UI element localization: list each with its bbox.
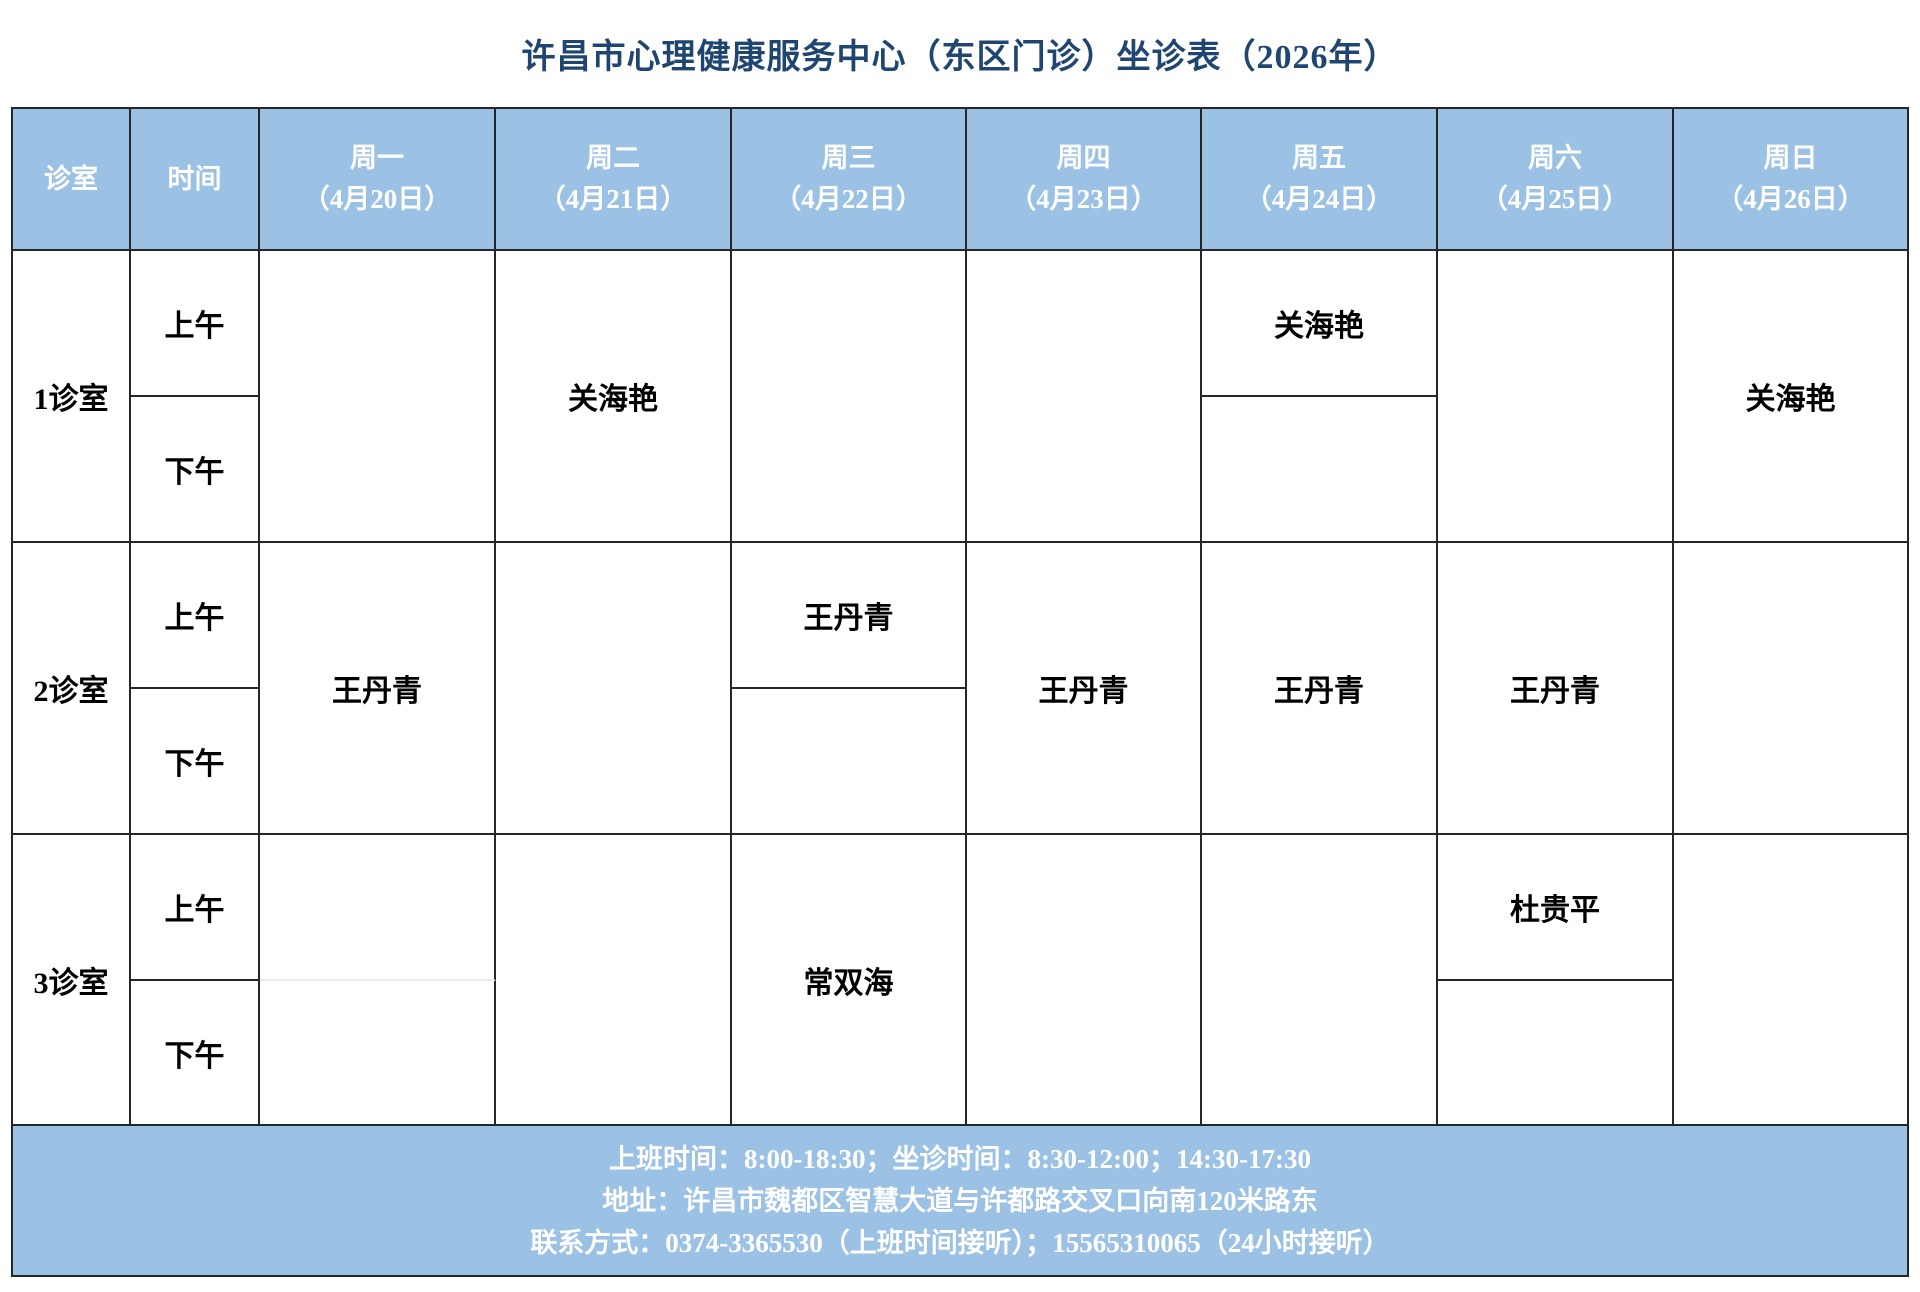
date-label: （4月20日）: [302, 184, 452, 214]
room-label-1: 1诊室: [13, 251, 131, 543]
header-time: 时间: [131, 109, 260, 251]
time-pm-room2: 下午: [131, 689, 260, 835]
cell-room1-tue: 关海艳: [496, 251, 732, 543]
header-day-sun: 周日 （4月26日）: [1674, 109, 1907, 251]
cell-room1-mon: [260, 251, 496, 543]
cell-room2-wed-pm: [732, 689, 967, 835]
weekday-label: 周四: [1056, 143, 1111, 173]
footer-contact: 联系方式：0374-3365530（上班时间接听）；15565310065（24…: [530, 1227, 1390, 1258]
schedule-grid: 诊室 时间 周一 （4月20日） 周二 （4月21日） 周三 （4月22日） 周…: [13, 109, 1907, 1126]
date-label: （4月24日）: [1244, 184, 1394, 214]
cell-room3-wed: 常双海: [732, 835, 967, 1126]
title-bar: 许昌市心理健康服务中心（东区门诊）坐诊表（2026年）: [0, 0, 1920, 107]
weekday-label: 周一: [350, 143, 404, 173]
cell-room2-sun: [1674, 543, 1907, 835]
cell-room1-fri-pm: [1202, 397, 1438, 543]
cell-room1-sun: 关海艳: [1674, 251, 1907, 543]
header-day-sat: 周六 （4月25日）: [1438, 109, 1674, 251]
time-am-room1: 上午: [131, 251, 260, 397]
weekday-label: 周二: [586, 143, 640, 173]
time-am-room3: 上午: [131, 835, 260, 981]
header-day-mon: 周一 （4月20日）: [260, 109, 496, 251]
weekday-label: 周日: [1763, 143, 1818, 173]
cell-room3-fri: [1202, 835, 1438, 1126]
cell-room2-sat: 王丹青: [1438, 543, 1674, 835]
cell-room3-thu: [967, 835, 1202, 1126]
date-label: （4月26日）: [1716, 184, 1865, 214]
schedule-table: 诊室 时间 周一 （4月20日） 周二 （4月21日） 周三 （4月22日） 周…: [11, 107, 1909, 1277]
cell-room1-thu: [967, 251, 1202, 543]
footer-working-hours: 上班时间：8:00-18:30；坐诊时间：8:30-12:00；14:30-17…: [609, 1143, 1311, 1174]
footer-info: 上班时间：8:00-18:30；坐诊时间：8:30-12:00；14:30-17…: [13, 1126, 1907, 1275]
date-label: （4月25日）: [1480, 184, 1630, 214]
room-label-2: 2诊室: [13, 543, 131, 835]
date-label: （4月21日）: [538, 184, 688, 214]
footer-address: 地址：许昌市魏都区智慧大道与许都路交叉口向南120米路东: [602, 1185, 1318, 1216]
page-title: 许昌市心理健康服务中心（东区门诊）坐诊表（2026年）: [521, 39, 1399, 76]
cell-room3-mon-pm: [260, 981, 496, 1126]
cell-room1-fri-am: 关海艳: [1202, 251, 1438, 397]
header-day-tue: 周二 （4月21日）: [496, 109, 732, 251]
cell-room2-wed-am: 王丹青: [732, 543, 967, 689]
weekday-label: 周六: [1528, 143, 1582, 173]
header-day-fri: 周五 （4月24日）: [1202, 109, 1438, 251]
cell-room2-thu: 王丹青: [967, 543, 1202, 835]
time-pm-room3: 下午: [131, 981, 260, 1126]
time-am-room2: 上午: [131, 543, 260, 689]
header-day-wed: 周三 （4月22日）: [732, 109, 967, 251]
cell-room3-tue: [496, 835, 732, 1126]
date-label: （4月23日）: [1009, 184, 1158, 214]
cell-room3-sat-pm: [1438, 981, 1674, 1126]
cell-room3-sun: [1674, 835, 1907, 1126]
cell-room1-sat: [1438, 251, 1674, 543]
room-label-3: 3诊室: [13, 835, 131, 1126]
time-pm-room1: 下午: [131, 397, 260, 543]
cell-room2-mon: 王丹青: [260, 543, 496, 835]
weekday-label: 周三: [821, 143, 876, 173]
header-day-thu: 周四 （4月23日）: [967, 109, 1202, 251]
cell-room3-mon-am: [260, 835, 496, 981]
header-room: 诊室: [13, 109, 131, 251]
weekday-label: 周五: [1292, 143, 1346, 173]
cell-room1-wed: [732, 251, 967, 543]
cell-room2-tue: [496, 543, 732, 835]
cell-room2-fri: 王丹青: [1202, 543, 1438, 835]
cell-room3-sat-am: 杜贵平: [1438, 835, 1674, 981]
date-label: （4月22日）: [774, 184, 923, 214]
